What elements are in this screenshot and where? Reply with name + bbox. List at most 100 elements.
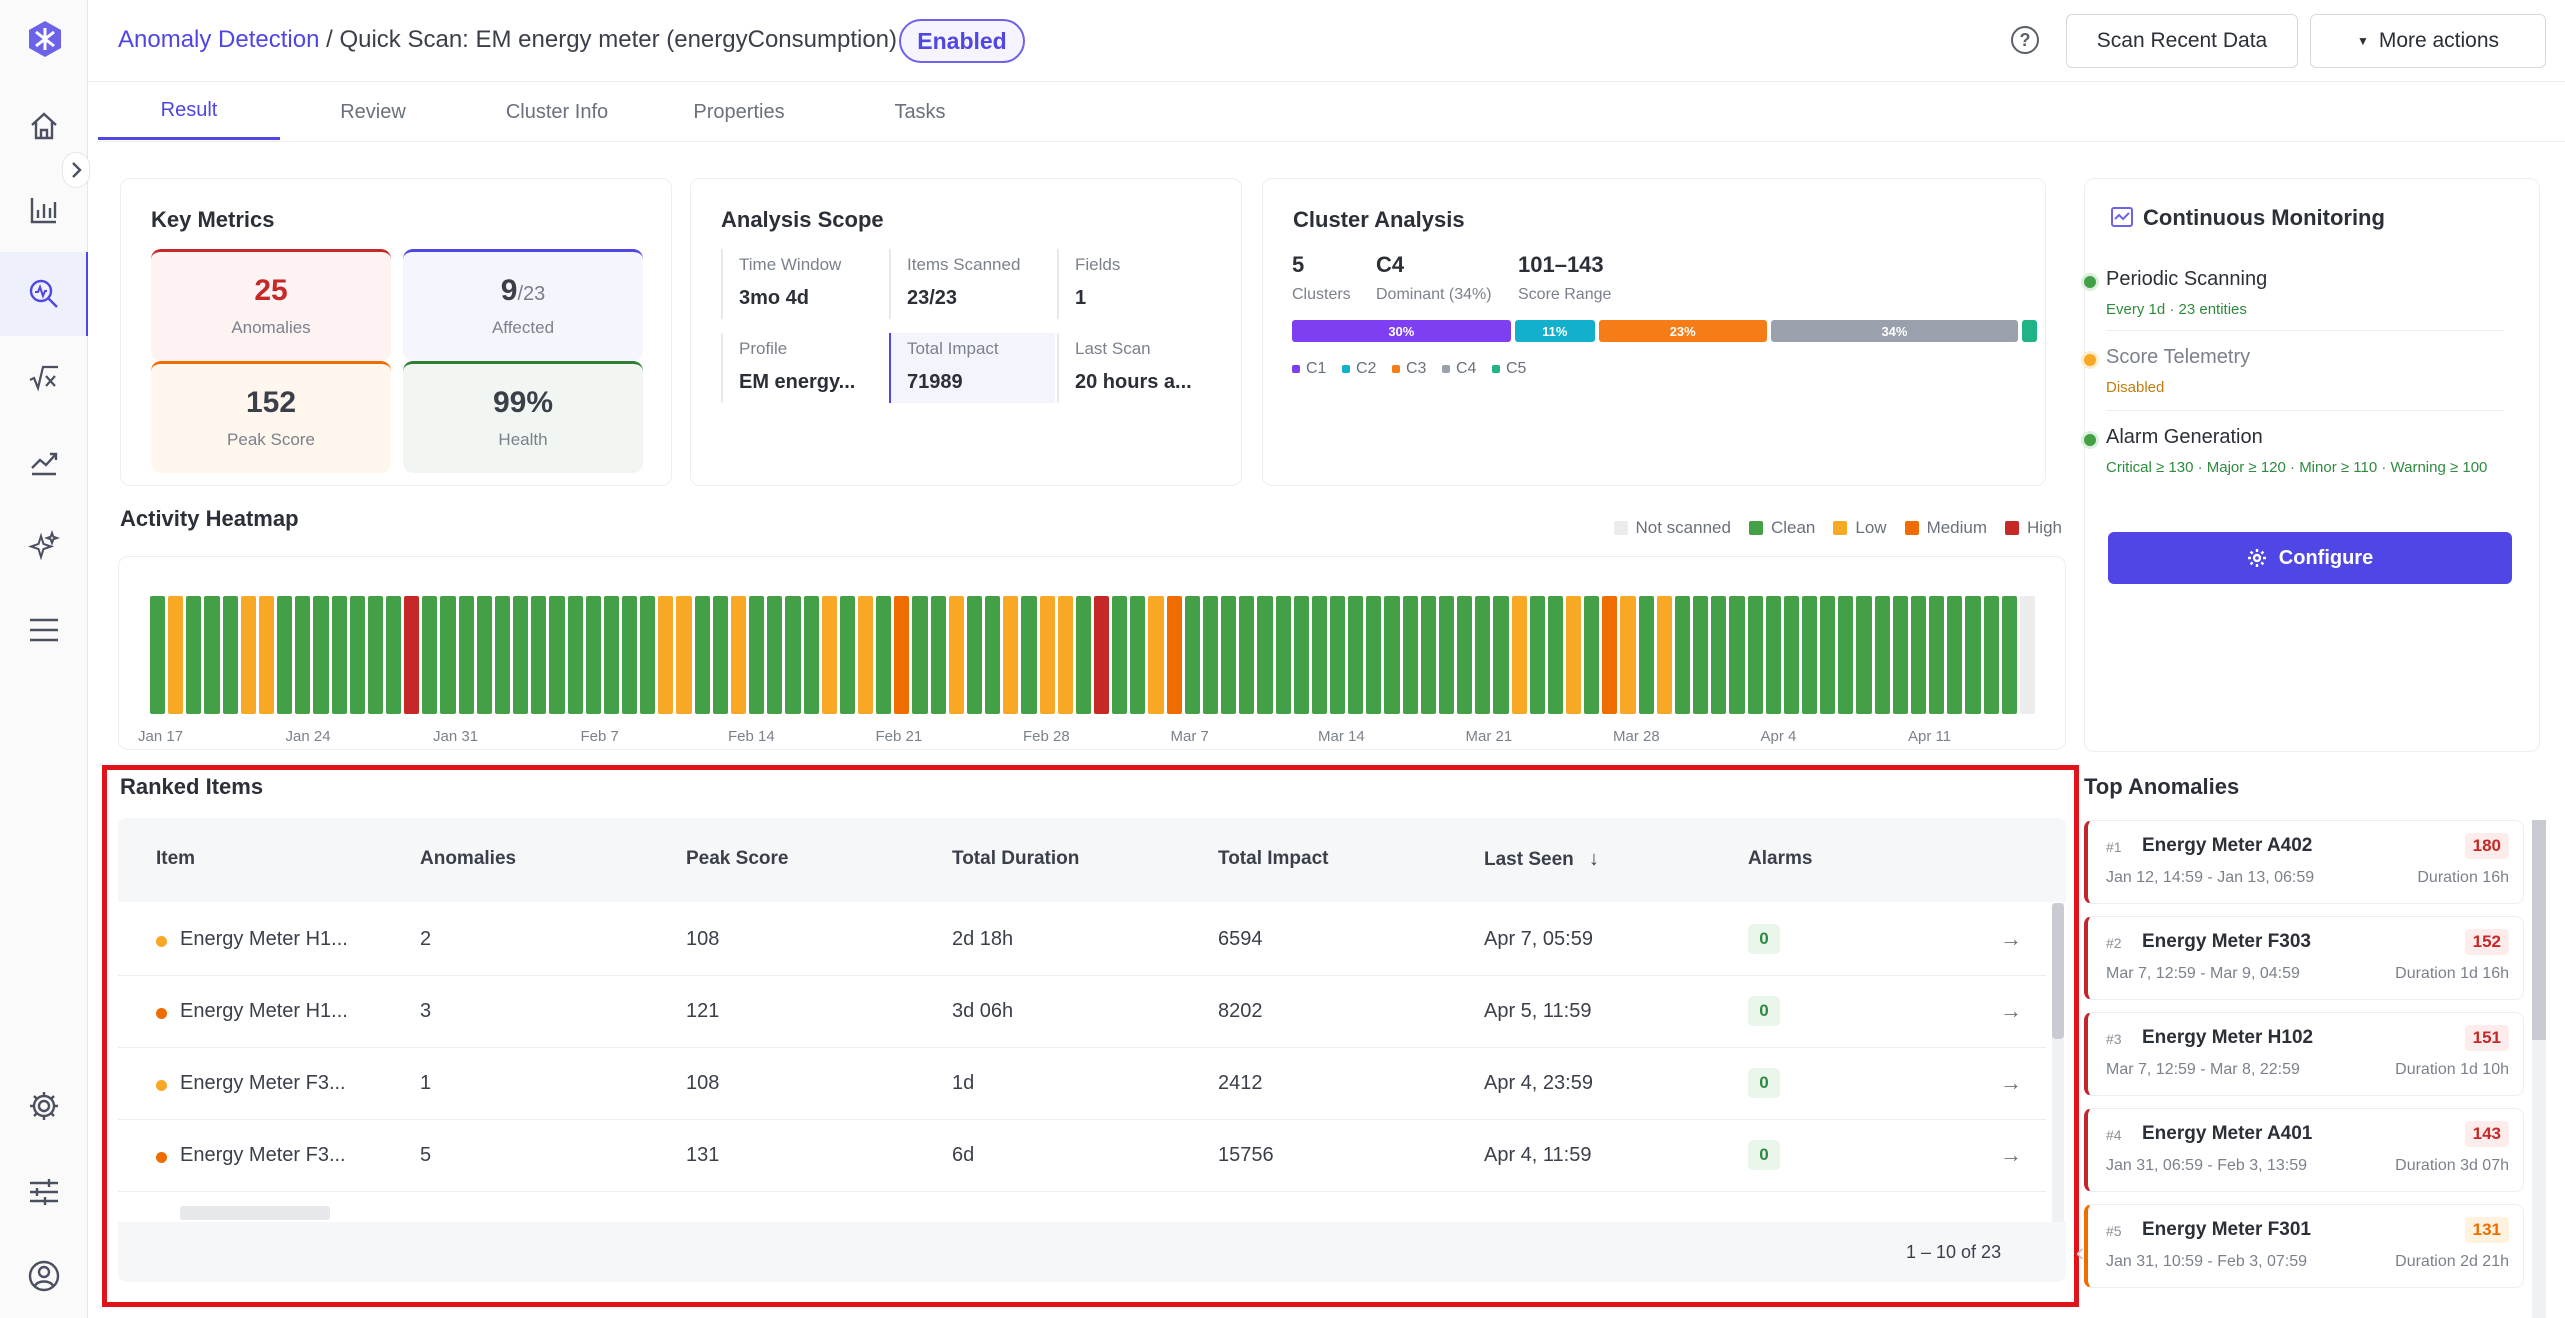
heatmap-cell-clean[interactable] xyxy=(476,596,492,714)
peak-score-metric[interactable]: 152 Peak Score xyxy=(151,361,391,473)
heatmap-cell-clean[interactable] xyxy=(331,596,347,714)
heatmap-cell-clean[interactable] xyxy=(966,596,983,714)
table-row[interactable]: Energy Meter H1... 3 121 3d 06h 8202 Apr… xyxy=(118,976,2046,1048)
heatmap-cell-clean[interactable] xyxy=(1457,596,1473,714)
heatmap-cell-clean[interactable] xyxy=(1965,596,1981,714)
heatmap-cell-low[interactable] xyxy=(258,596,275,714)
table-row[interactable]: Energy Meter F3... 5 131 6d 15756 Apr 4,… xyxy=(118,1120,2046,1192)
heatmap-cell-high[interactable] xyxy=(404,596,420,714)
heatmap-cell-low[interactable] xyxy=(168,596,184,714)
heatmap-cell-clean[interactable] xyxy=(1075,596,1091,714)
app-logo-icon[interactable] xyxy=(24,18,66,60)
top-anomaly-card[interactable]: #5 Energy Meter F301 131 Jan 31, 10:59 -… xyxy=(2084,1204,2524,1288)
heatmap-cell-clean[interactable] xyxy=(1112,596,1128,714)
heatmap-cell-clean[interactable] xyxy=(1820,596,1836,714)
home-icon[interactable] xyxy=(20,102,68,150)
heatmap-cell-low[interactable] xyxy=(730,596,747,714)
heatmap-cell-low[interactable] xyxy=(1620,596,1636,714)
heatmap-cell-clean[interactable] xyxy=(1202,596,1219,714)
heatmap-cell-clean[interactable] xyxy=(1892,596,1908,714)
heatmap-cell-low[interactable] xyxy=(1511,596,1527,714)
bar-chart-icon[interactable] xyxy=(20,186,68,234)
column-peak-score[interactable]: Peak Score xyxy=(686,848,789,869)
heatmap-cell-clean[interactable] xyxy=(1311,596,1327,714)
heatmap-cell-clean[interactable] xyxy=(1438,596,1455,714)
heatmap-cell-clean[interactable] xyxy=(277,596,293,714)
breadcrumb-root-link[interactable]: Anomaly Detection xyxy=(118,26,320,53)
heatmap-cell-clean[interactable] xyxy=(1802,596,1818,714)
heatmap-cell-low[interactable] xyxy=(658,596,674,714)
heatmap-cell-medium[interactable] xyxy=(1602,596,1618,714)
heatmap-cell-clean[interactable] xyxy=(603,596,619,714)
heatmap-cell-clean[interactable] xyxy=(1420,596,1436,714)
trend-icon[interactable] xyxy=(20,438,68,486)
heatmap-cell-clean[interactable] xyxy=(1783,596,1799,714)
heatmap-cell-clean[interactable] xyxy=(349,596,365,714)
heatmap-cell-clean[interactable] xyxy=(1348,596,1364,714)
heatmap-cell-clean[interactable] xyxy=(1366,596,1382,714)
heatmap-cell-clean[interactable] xyxy=(1384,596,1400,714)
heatmap-cell-clean[interactable] xyxy=(1693,596,1709,714)
prev-page-button[interactable]: ‹ xyxy=(2075,1236,2085,1267)
heatmap-cell-clean[interactable] xyxy=(186,596,202,714)
arrow-right-icon[interactable]: → xyxy=(2000,926,2022,951)
anomalies-metric[interactable]: 25 Anomalies xyxy=(151,249,391,361)
heatmap-cell-clean[interactable] xyxy=(458,596,474,714)
help-icon[interactable]: ? xyxy=(2011,26,2039,54)
heatmap-cell-clean[interactable] xyxy=(1874,596,1890,714)
heatmap-cell-clean[interactable] xyxy=(912,596,928,714)
heatmap-cell-clean[interactable] xyxy=(1275,596,1291,714)
heatmap-cell-clean[interactable] xyxy=(1910,596,1927,714)
cluster-segment-c2[interactable]: 11% xyxy=(1514,320,1595,342)
heatmap-cell-clean[interactable] xyxy=(1221,596,1237,714)
scan-recent-data-button[interactable]: Scan Recent Data xyxy=(2066,14,2298,68)
heatmap-cell-clean[interactable] xyxy=(531,596,547,714)
settings-icon[interactable] xyxy=(20,1082,68,1130)
scrollbar-thumb[interactable] xyxy=(2532,820,2546,1040)
top-anomaly-card[interactable]: #1 Energy Meter A402 180 Jan 12, 14:59 -… xyxy=(2084,820,2524,904)
heatmap-cell-not-scanned[interactable] xyxy=(2019,596,2035,714)
sparkle-icon[interactable] xyxy=(20,522,68,570)
heatmap-cell-clean[interactable] xyxy=(803,596,819,714)
arrow-right-icon[interactable]: → xyxy=(2000,1070,2022,1095)
tab-tasks[interactable]: Tasks xyxy=(894,100,946,123)
periodic-scanning-item[interactable]: Periodic Scanning Every 1d · 23 entities xyxy=(2084,268,2506,320)
heatmap-cell-clean[interactable] xyxy=(767,596,783,714)
heatmap-cell-clean[interactable] xyxy=(640,596,656,714)
heatmap-cell-medium[interactable] xyxy=(894,596,910,714)
heatmap-cell-clean[interactable] xyxy=(1765,596,1781,714)
anomaly-search-icon[interactable] xyxy=(20,270,68,318)
heatmap-cell-low[interactable] xyxy=(821,596,837,714)
heatmap-cell-clean[interactable] xyxy=(1493,596,1509,714)
heatmap-cell-clean[interactable] xyxy=(1674,596,1691,714)
arrow-right-icon[interactable]: → xyxy=(2000,998,2022,1023)
table-row[interactable]: Energy Meter H1... 2 108 2d 18h 6594 Apr… xyxy=(118,904,2046,976)
heatmap-cell-clean[interactable] xyxy=(1475,596,1491,714)
heatmap-cell-clean[interactable] xyxy=(386,596,402,714)
heatmap-cell-clean[interactable] xyxy=(1856,596,1872,714)
heatmap-cell-clean[interactable] xyxy=(222,596,238,714)
heatmap-cell-clean[interactable] xyxy=(1130,596,1146,714)
heatmap-cell-clean[interactable] xyxy=(1584,596,1600,714)
status-badge[interactable]: Enabled xyxy=(899,19,1025,63)
heatmap-cell-low[interactable] xyxy=(240,596,256,714)
heatmap-cell-clean[interactable] xyxy=(440,596,456,714)
heatmap-cell-clean[interactable] xyxy=(585,596,601,714)
heatmap-cell-low[interactable] xyxy=(1148,596,1164,714)
column-last-seen[interactable]: Last Seen ↓ xyxy=(1484,848,1599,871)
heatmap-cell-clean[interactable] xyxy=(785,596,801,714)
cluster-segment-c3[interactable]: 23% xyxy=(1598,320,1767,342)
tab-result[interactable]: Result xyxy=(98,84,280,140)
heatmap-cell-clean[interactable] xyxy=(622,596,638,714)
arrow-right-icon[interactable]: → xyxy=(2000,1142,2022,1167)
heatmap-cell-clean[interactable] xyxy=(1747,596,1763,714)
alarm-generation-item[interactable]: Alarm Generation Critical ≥ 130 · Major … xyxy=(2084,426,2506,478)
heatmap-cell-low[interactable] xyxy=(1057,596,1073,714)
heatmap-cell-low[interactable] xyxy=(1656,596,1672,714)
heatmap-cell-medium[interactable] xyxy=(1166,596,1182,714)
heatmap-cell-clean[interactable] xyxy=(1711,596,1727,714)
configure-button[interactable]: Configure xyxy=(2108,532,2512,584)
column-anomalies[interactable]: Anomalies xyxy=(420,848,517,869)
heatmap-cell-clean[interactable] xyxy=(1838,596,1854,714)
heatmap-cell-clean[interactable] xyxy=(295,596,311,714)
